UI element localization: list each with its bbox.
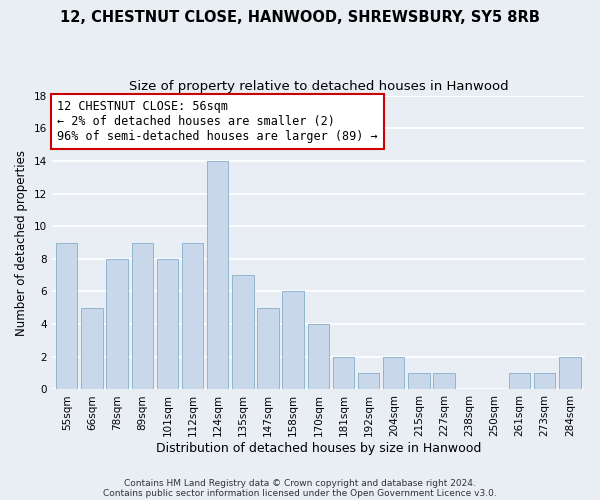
Text: Contains public sector information licensed under the Open Government Licence v3: Contains public sector information licen… [103, 488, 497, 498]
Bar [182, 242, 203, 390]
Text: 12, CHESTNUT CLOSE, HANWOOD, SHREWSBURY, SY5 8RB: 12, CHESTNUT CLOSE, HANWOOD, SHREWSBURY,… [60, 10, 540, 25]
Bar [131, 242, 153, 390]
Bar [157, 259, 178, 390]
Bar [56, 242, 77, 390]
Bar [559, 357, 581, 390]
Bar [283, 292, 304, 390]
Bar [333, 357, 354, 390]
Bar [232, 275, 254, 390]
Bar [81, 308, 103, 390]
Text: 12 CHESTNUT CLOSE: 56sqm
← 2% of detached houses are smaller (2)
96% of semi-det: 12 CHESTNUT CLOSE: 56sqm ← 2% of detache… [57, 100, 377, 143]
Title: Size of property relative to detached houses in Hanwood: Size of property relative to detached ho… [128, 80, 508, 93]
Bar [433, 373, 455, 390]
Bar [257, 308, 279, 390]
Text: Contains HM Land Registry data © Crown copyright and database right 2024.: Contains HM Land Registry data © Crown c… [124, 478, 476, 488]
X-axis label: Distribution of detached houses by size in Hanwood: Distribution of detached houses by size … [155, 442, 481, 455]
Bar [207, 161, 229, 390]
Y-axis label: Number of detached properties: Number of detached properties [15, 150, 28, 336]
Bar [106, 259, 128, 390]
Bar [358, 373, 379, 390]
Bar [383, 357, 404, 390]
Bar [408, 373, 430, 390]
Bar [534, 373, 556, 390]
Bar [509, 373, 530, 390]
Bar [308, 324, 329, 390]
